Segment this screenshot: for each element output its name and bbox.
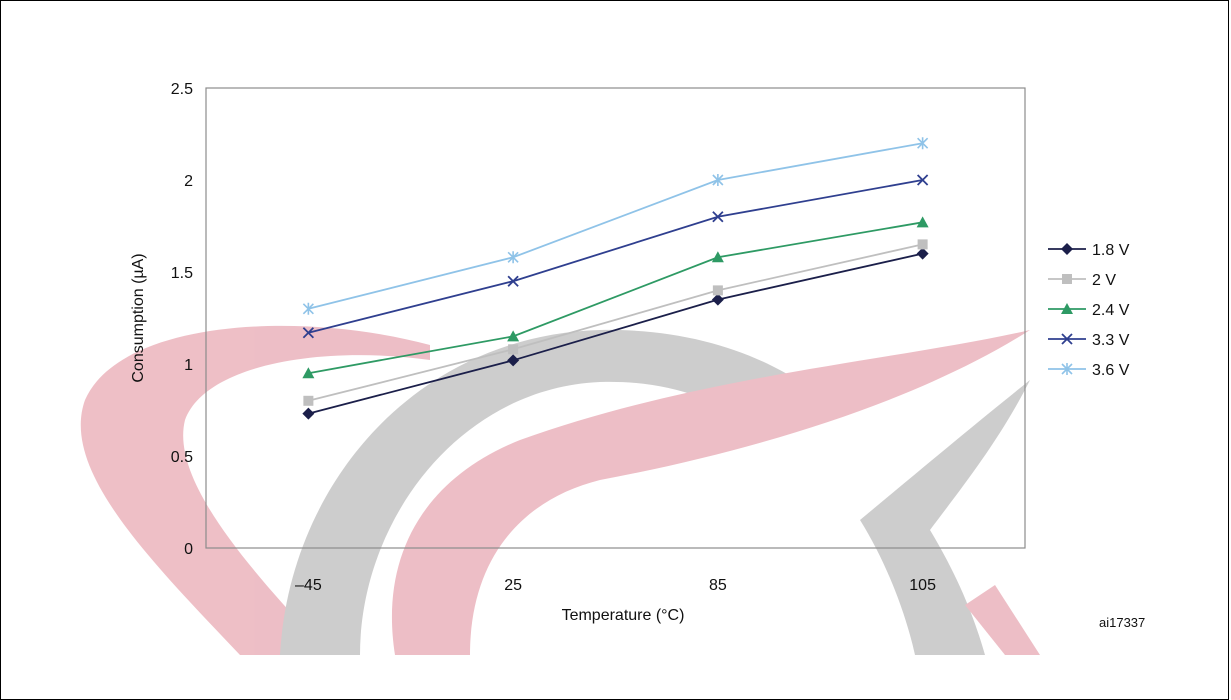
legend-item: 2 V bbox=[1048, 272, 1116, 289]
watermark-red-swoosh-center bbox=[391, 330, 1031, 655]
data-point-marker bbox=[302, 367, 315, 379]
y-axis-label: Consumption (µA) bbox=[130, 253, 147, 382]
data-point-marker bbox=[302, 407, 315, 420]
series-0 bbox=[302, 247, 929, 420]
chart: 0 0.5 1 1.5 2 2.5 –45 25 85 105 Consumption (µA)… bbox=[80, 81, 1145, 655]
legend-item: 3.6 V bbox=[1048, 362, 1130, 379]
x-tick-label: 25 bbox=[504, 577, 522, 594]
series-3 bbox=[302, 174, 929, 339]
y-tick-label: 1.5 bbox=[171, 265, 193, 282]
series-line bbox=[308, 243, 923, 402]
data-point-marker bbox=[711, 251, 724, 263]
legend-marker bbox=[1061, 303, 1073, 314]
legend-label: 1.8 V bbox=[1092, 242, 1130, 259]
x-tick-label: –45 bbox=[295, 577, 322, 594]
data-point-marker bbox=[917, 137, 929, 150]
legend-marker bbox=[1061, 333, 1073, 345]
y-axis-tick-labels: 0 0.5 1 1.5 2 2.5 bbox=[171, 81, 193, 558]
legend-marker bbox=[1061, 363, 1073, 375]
data-point-marker bbox=[711, 293, 724, 306]
legend-label: 3.3 V bbox=[1092, 332, 1130, 349]
data-point-marker bbox=[917, 239, 928, 250]
legend-marker bbox=[1062, 274, 1072, 284]
legend-item: 3.3 V bbox=[1048, 332, 1130, 349]
series-4 bbox=[302, 137, 929, 315]
y-tick-label: 2 bbox=[184, 173, 193, 190]
data-point-marker bbox=[712, 174, 724, 186]
watermark-grey-stroke-right bbox=[860, 380, 1030, 655]
legend-item: 2.4 V bbox=[1048, 302, 1130, 319]
series-layer bbox=[302, 137, 929, 420]
data-point-marker bbox=[916, 174, 929, 186]
series-1 bbox=[303, 239, 928, 406]
x-tick-label: 105 bbox=[909, 577, 936, 594]
y-tick-label: 0 bbox=[184, 541, 193, 558]
x-axis-tick-labels: –45 25 85 105 bbox=[295, 577, 936, 594]
watermark-grey-arc bbox=[280, 329, 830, 655]
y-tick-label: 1 bbox=[184, 357, 193, 374]
plot-area bbox=[205, 87, 1026, 549]
data-point-marker bbox=[302, 302, 314, 315]
series-line bbox=[308, 252, 923, 415]
series-line bbox=[308, 142, 923, 310]
data-point-marker bbox=[507, 330, 520, 342]
data-point-marker bbox=[712, 211, 724, 223]
watermark-red-swoosh-left bbox=[80, 325, 430, 655]
legend-label: 2 V bbox=[1092, 272, 1116, 289]
watermark-red-stroke-bottom-right bbox=[965, 585, 1040, 655]
legend-label: 2.4 V bbox=[1092, 302, 1130, 319]
data-point-marker bbox=[916, 216, 929, 228]
data-point-marker bbox=[916, 247, 929, 260]
legend-marker bbox=[1061, 243, 1073, 255]
x-axis-label: Temperature (°C) bbox=[562, 607, 685, 624]
series-2 bbox=[302, 216, 929, 379]
legend: 1.8 V 2 V 2.4 V 3.3 V 3.6 V bbox=[1048, 242, 1130, 379]
legend-label: 3.6 V bbox=[1092, 362, 1130, 379]
series-line bbox=[308, 179, 923, 334]
data-point-marker bbox=[507, 354, 520, 367]
y-tick-label: 0.5 bbox=[171, 449, 193, 466]
x-tick-label: 85 bbox=[709, 577, 727, 594]
watermark bbox=[80, 325, 1040, 655]
data-point-marker bbox=[507, 251, 519, 264]
data-point-marker bbox=[303, 395, 314, 406]
data-point-marker bbox=[507, 275, 519, 287]
data-point-marker bbox=[302, 327, 315, 339]
y-tick-label: 2.5 bbox=[171, 81, 193, 98]
figure-id: ai17337 bbox=[1099, 615, 1145, 630]
data-point-marker bbox=[508, 344, 519, 355]
data-point-marker bbox=[712, 285, 723, 296]
series-line bbox=[308, 221, 923, 375]
legend-item: 1.8 V bbox=[1048, 242, 1130, 259]
